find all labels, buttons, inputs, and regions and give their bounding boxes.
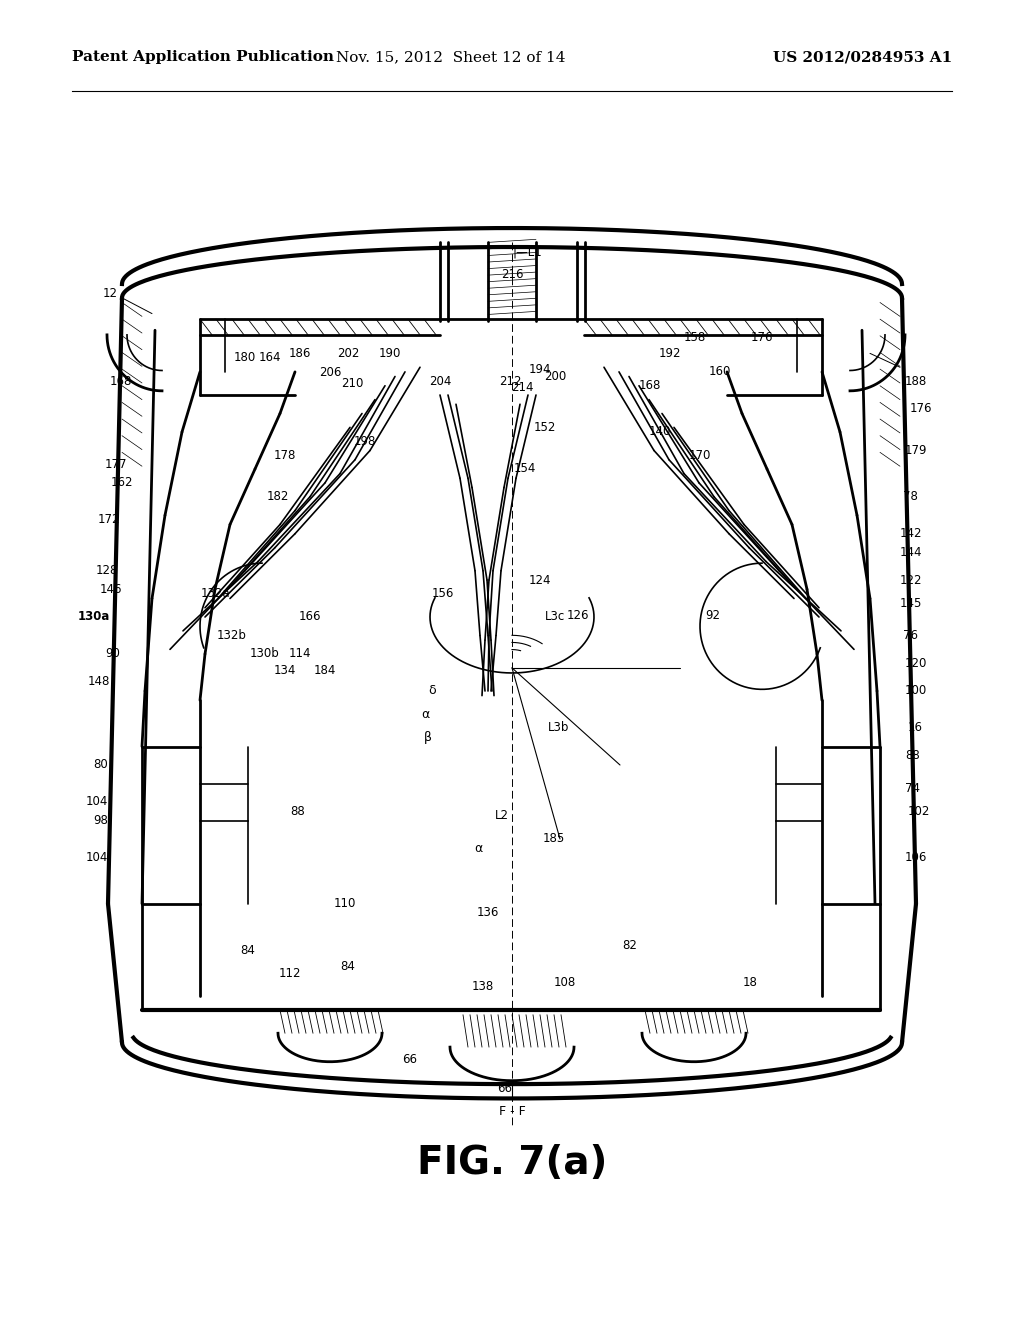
Text: 162: 162 [111, 477, 133, 490]
Text: 202: 202 [337, 347, 359, 360]
Text: 145: 145 [900, 597, 923, 610]
Text: L2: L2 [495, 809, 509, 822]
Text: 130a: 130a [78, 610, 110, 623]
Text: 66: 66 [497, 1082, 512, 1096]
Text: 88: 88 [291, 805, 305, 818]
Text: 180: 180 [233, 351, 256, 364]
Text: 158: 158 [684, 331, 707, 345]
Text: 74: 74 [905, 781, 920, 795]
Text: 166: 166 [299, 610, 322, 623]
Text: 130b: 130b [250, 648, 280, 660]
Text: 156: 156 [432, 587, 455, 601]
Text: 216: 216 [501, 268, 523, 281]
Text: 104: 104 [86, 796, 108, 808]
Text: 176: 176 [751, 331, 773, 345]
Text: |—L1: |—L1 [512, 246, 542, 259]
Text: β: β [424, 731, 432, 743]
Text: 76: 76 [903, 630, 918, 642]
Text: 102: 102 [908, 805, 931, 818]
Text: 176: 176 [910, 403, 933, 416]
Text: 132a: 132a [200, 587, 229, 601]
Text: 140: 140 [649, 425, 671, 438]
Text: 200: 200 [544, 370, 566, 383]
Text: 198: 198 [354, 434, 376, 447]
Text: 142: 142 [900, 527, 923, 540]
Text: 177: 177 [104, 458, 127, 471]
Text: 164: 164 [259, 351, 282, 364]
Text: 88: 88 [905, 750, 920, 762]
Text: 84: 84 [241, 944, 255, 957]
Text: 146: 146 [99, 582, 122, 595]
Text: 212: 212 [499, 375, 521, 388]
Text: 190: 190 [379, 347, 401, 360]
Text: 80: 80 [93, 759, 108, 771]
Text: 16: 16 [908, 722, 923, 734]
Text: 132b: 132b [217, 630, 247, 642]
Text: 154: 154 [514, 462, 537, 475]
Text: 182: 182 [267, 490, 289, 503]
Text: α: α [421, 708, 429, 721]
Text: 92: 92 [705, 609, 720, 622]
Text: 184: 184 [313, 664, 336, 677]
Text: L3b: L3b [548, 722, 569, 734]
Text: 136: 136 [477, 907, 499, 920]
Text: 138: 138 [472, 981, 495, 994]
Text: 134: 134 [273, 664, 296, 677]
Text: 66: 66 [402, 1052, 418, 1065]
Text: 168: 168 [110, 375, 132, 388]
Text: 170: 170 [689, 449, 712, 462]
Text: 128: 128 [95, 564, 118, 577]
Text: 18: 18 [742, 975, 758, 989]
Text: 82: 82 [623, 939, 637, 952]
Text: 108: 108 [554, 975, 577, 989]
Text: 179: 179 [905, 444, 928, 457]
Text: 144: 144 [900, 545, 923, 558]
Text: 172: 172 [97, 513, 120, 527]
Text: 78: 78 [903, 490, 918, 503]
Text: 90: 90 [105, 648, 120, 660]
Text: 124: 124 [528, 573, 551, 586]
Text: FIG. 7(a): FIG. 7(a) [417, 1143, 607, 1181]
Text: 192: 192 [658, 347, 681, 360]
Text: L3c: L3c [545, 610, 565, 623]
Text: 206: 206 [318, 366, 341, 379]
Text: 185: 185 [543, 833, 565, 846]
Text: 152: 152 [534, 421, 556, 434]
Text: 122: 122 [900, 573, 923, 586]
Text: 106: 106 [905, 851, 928, 865]
Text: 126: 126 [566, 609, 589, 622]
Text: 160: 160 [709, 366, 731, 379]
Text: F - F: F - F [499, 1105, 525, 1118]
Text: US 2012/0284953 A1: US 2012/0284953 A1 [773, 50, 952, 65]
Text: 110: 110 [334, 898, 356, 911]
Text: 204: 204 [429, 375, 452, 388]
Text: Nov. 15, 2012  Sheet 12 of 14: Nov. 15, 2012 Sheet 12 of 14 [336, 50, 565, 65]
Text: 188: 188 [905, 375, 928, 388]
Text: 186: 186 [289, 347, 311, 360]
Text: 214: 214 [511, 381, 534, 395]
Text: 178: 178 [273, 449, 296, 462]
Text: 148: 148 [88, 676, 110, 688]
Text: 120: 120 [905, 657, 928, 669]
Text: 104: 104 [86, 851, 108, 865]
Text: 12: 12 [103, 286, 118, 300]
Text: Patent Application Publication: Patent Application Publication [72, 50, 334, 65]
Text: δ: δ [428, 685, 436, 697]
Text: 112: 112 [279, 966, 301, 979]
Text: 114: 114 [289, 648, 311, 660]
Text: 168: 168 [639, 379, 662, 392]
Text: 194: 194 [528, 363, 551, 376]
Text: 100: 100 [905, 685, 928, 697]
Text: 210: 210 [341, 378, 364, 391]
Text: 98: 98 [93, 814, 108, 828]
Text: α: α [474, 842, 482, 855]
Text: 84: 84 [341, 960, 355, 973]
